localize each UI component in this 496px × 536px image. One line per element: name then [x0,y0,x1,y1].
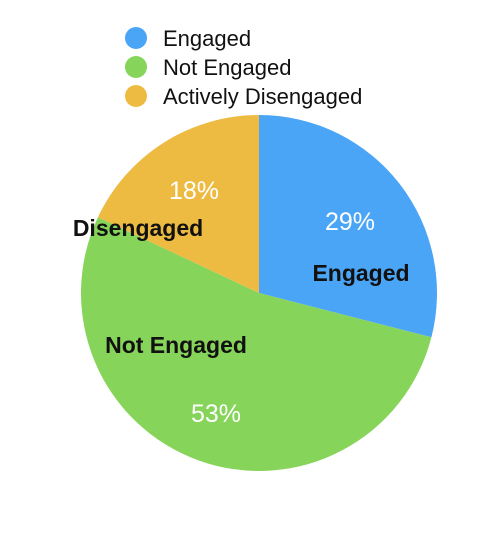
legend-marker-not-engaged [125,56,147,78]
slice-label-not-engaged: Not Engaged [105,332,247,358]
slice-actively-disengaged [97,115,259,293]
slice-label-engaged: Engaged [312,260,409,286]
legend-label-engaged: Engaged [163,26,251,51]
slice-percent-engaged: 29% [325,208,375,236]
chart-legend: Engaged Not Engaged Actively Disengaged [125,26,362,109]
legend-label-actively-disengaged: Actively Disengaged [163,84,362,109]
slice-percent-not-engaged: 53% [191,400,241,428]
slice-label-disengaged: Disengaged [73,215,203,241]
legend-entry-engaged: Engaged [125,26,251,51]
pie-slices [81,115,438,471]
legend-marker-engaged [125,27,147,49]
slice-engaged [259,115,438,338]
pie-labels: 29% 53% 18% Engaged Not Engaged Disengag… [73,177,410,428]
legend-entry-not-engaged: Not Engaged [125,55,291,80]
legend-marker-actively-disengaged [125,85,147,107]
legend-label-not-engaged: Not Engaged [163,55,291,80]
legend-entry-actively-disengaged: Actively Disengaged [125,84,362,109]
slice-not-engaged [81,217,432,471]
slice-percent-actively-disengaged: 18% [169,177,219,205]
